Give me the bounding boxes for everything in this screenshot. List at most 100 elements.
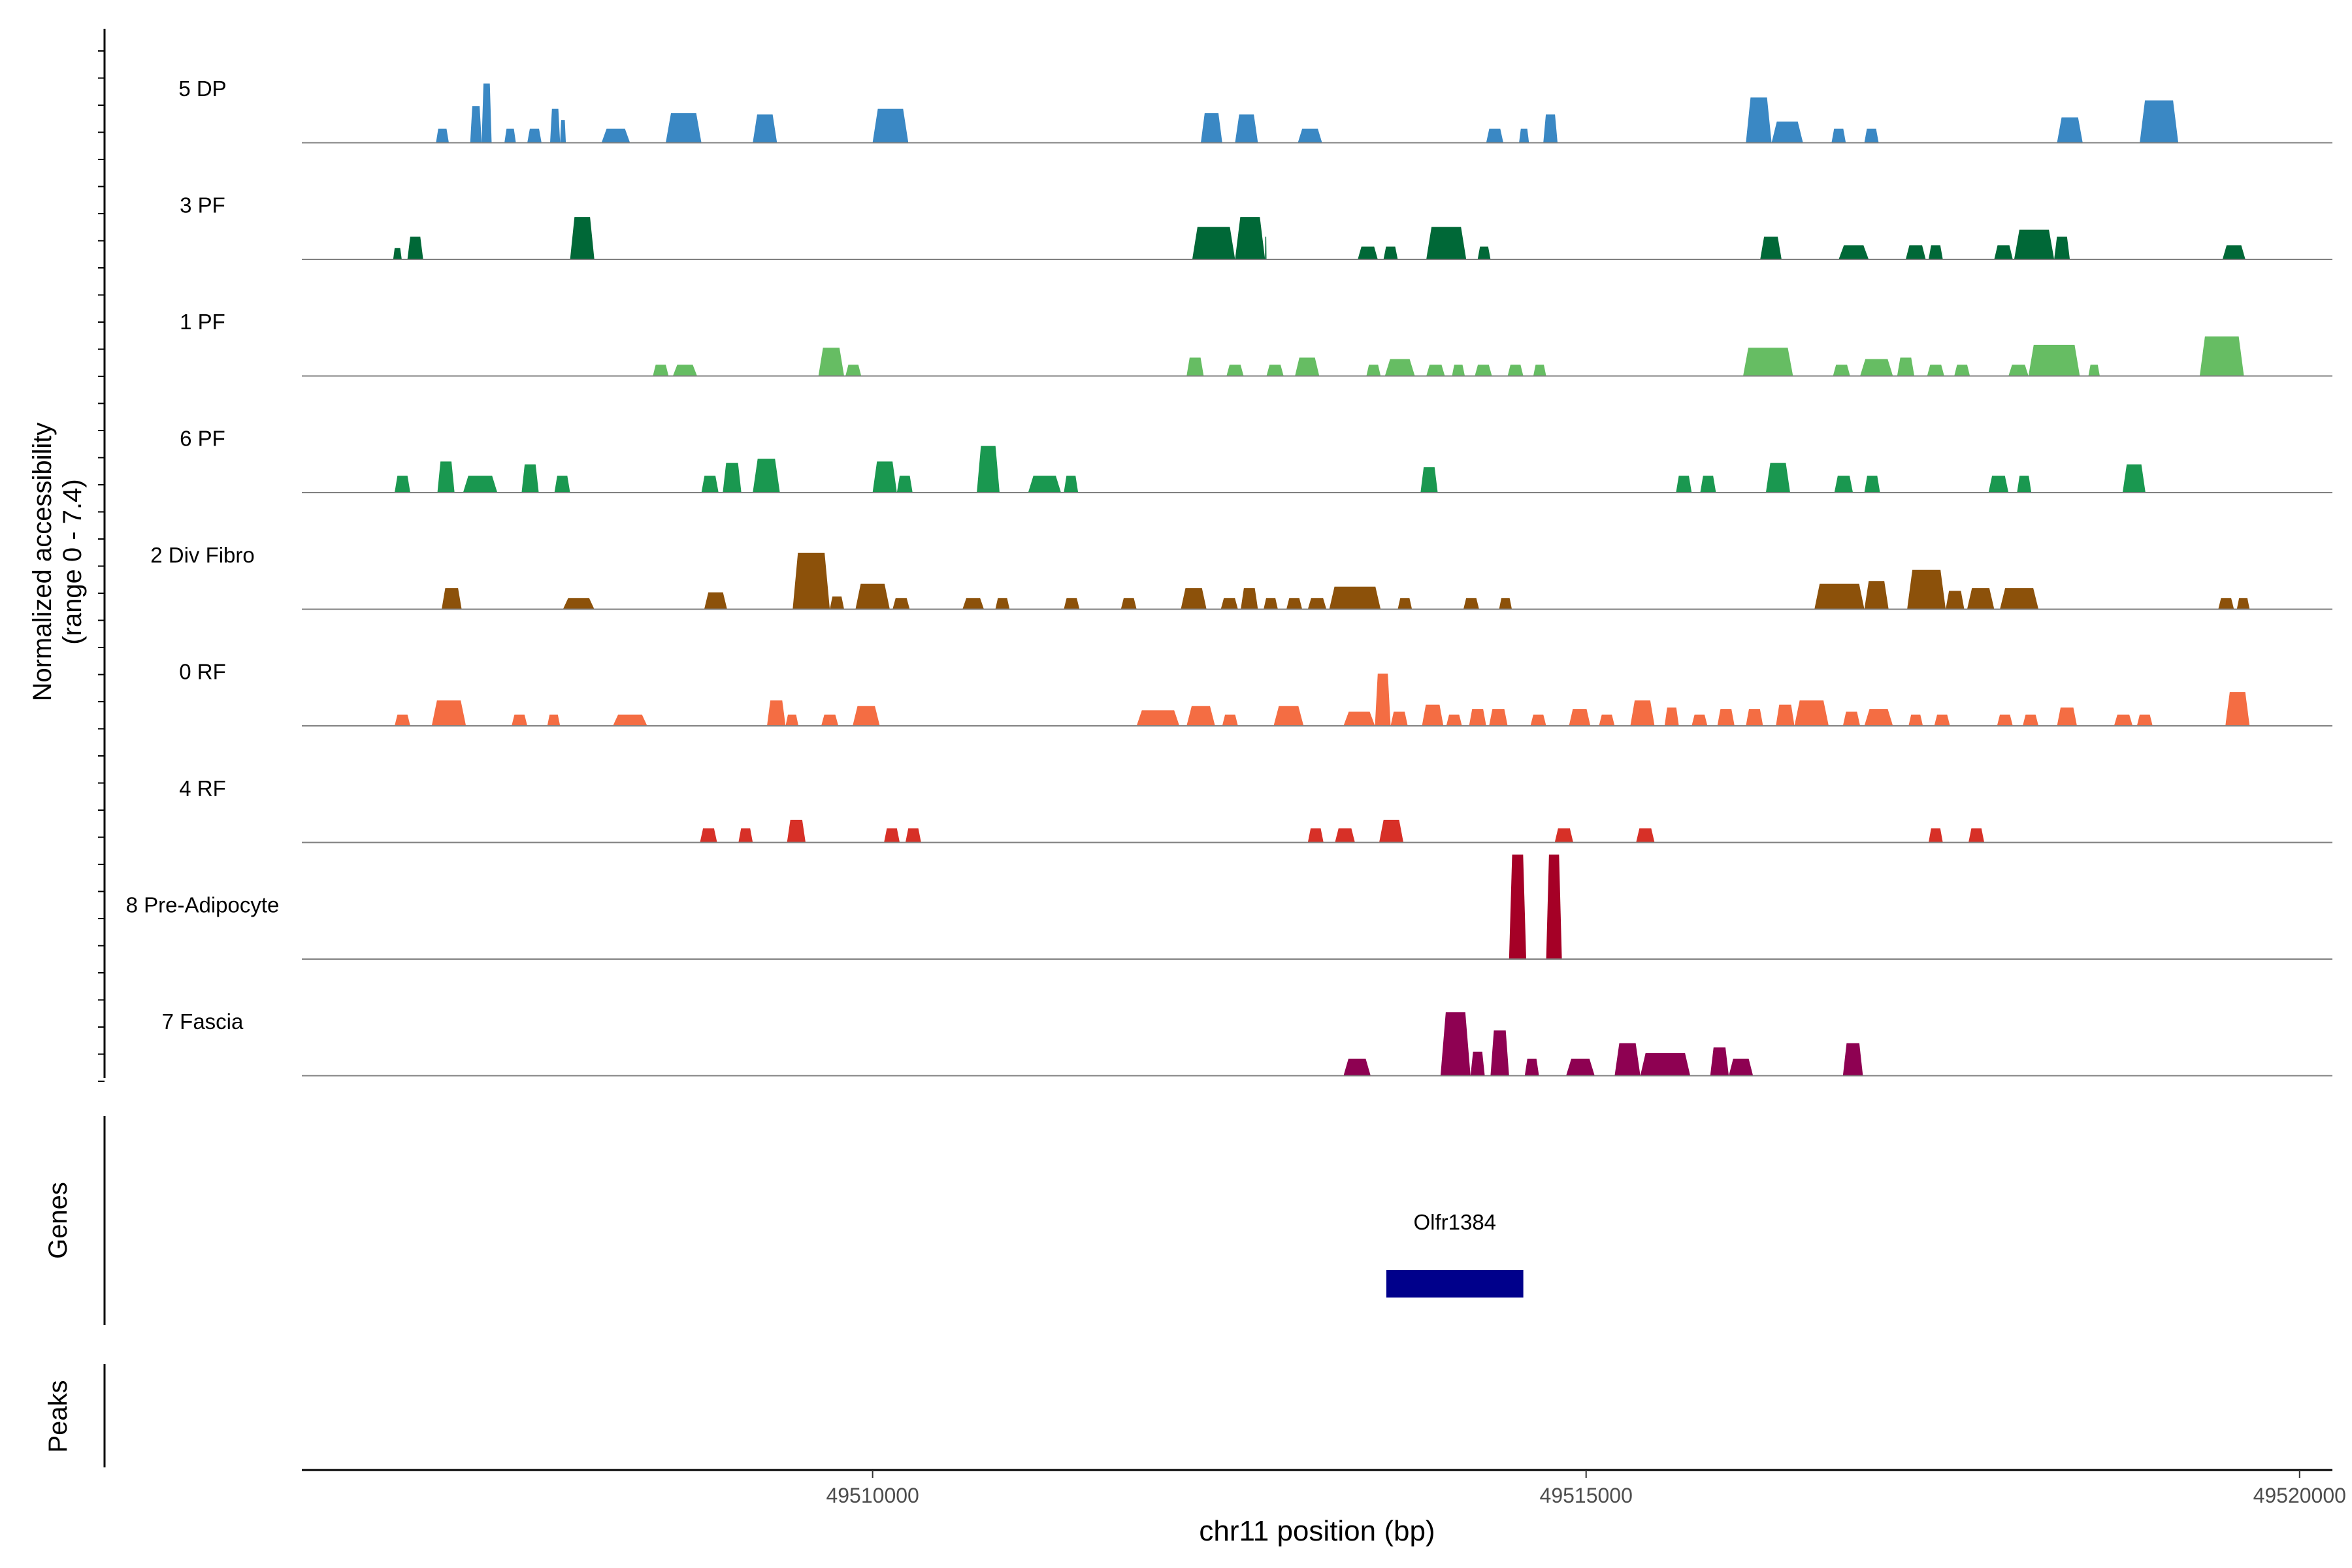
peak-1-5: [527, 128, 542, 143]
peak-5-6: [855, 583, 890, 610]
peak-5-18: [1329, 586, 1381, 610]
peak-6-6: [767, 700, 786, 726]
peak-1-13: [1235, 114, 1258, 143]
peak-5-2: [563, 598, 595, 610]
peak-7-12: [1968, 828, 1985, 843]
peak-6-29: [1776, 704, 1795, 726]
peak-7-3: [787, 819, 806, 843]
peak-3-22: [2008, 365, 2029, 376]
peak-3-17: [1833, 365, 1850, 376]
peak-6-27: [1717, 709, 1735, 726]
peak-3-14: [1507, 365, 1524, 376]
peak-1-20: [1831, 128, 1846, 143]
peak-5-9: [995, 598, 1010, 610]
peak-6-8: [821, 714, 839, 726]
x-tick-label: 49520000: [2253, 1484, 2346, 1507]
peak-4-12: [1028, 476, 1061, 493]
peak-4-22: [2122, 464, 2146, 493]
peak-3-21: [1954, 365, 1970, 376]
track-label: 4 RF: [179, 776, 226, 800]
peak-2-7: [1358, 246, 1378, 259]
peak-6-25: [1664, 707, 1679, 726]
peak-2-9: [1426, 227, 1467, 259]
peak-1-16: [1519, 128, 1529, 143]
peak-5-17: [1307, 598, 1327, 610]
peak-3-5: [1186, 357, 1204, 376]
peak-3-19: [1897, 357, 1915, 376]
peak-3-8: [1295, 357, 1320, 376]
peak-9-10: [1729, 1058, 1754, 1076]
genes-label: Genes: [44, 1182, 73, 1259]
peak-3-3: [818, 348, 844, 376]
peak-9-4: [1490, 1030, 1509, 1076]
peak-1-1: [436, 128, 449, 143]
gene-body: [1386, 1270, 1524, 1298]
peak-1-14: [1298, 128, 1322, 143]
peak-2-6: [1265, 237, 1267, 259]
peak-4-10: [896, 476, 913, 493]
peak-4-1: [395, 476, 410, 493]
peak-5-27: [2000, 588, 2039, 610]
track-label: 7 Fascia: [162, 1009, 244, 1034]
track-label: 8 Pre-Adipocyte: [126, 893, 280, 917]
x-axis: 49510000 49515000 49520000: [302, 1469, 2346, 1507]
peak-4-8: [753, 459, 780, 493]
peak-8-1: [1509, 855, 1526, 959]
peak-4-2: [437, 461, 455, 493]
peak-5-11: [1120, 598, 1137, 610]
peak-4-14: [1420, 467, 1438, 493]
peak-6-37: [2057, 707, 2077, 726]
peak-6-2: [431, 700, 466, 726]
peak-1-22: [2057, 117, 2083, 143]
peak-4-16: [1700, 476, 1716, 493]
peak-6-15: [1375, 674, 1391, 726]
peak-2-15: [1994, 245, 2013, 259]
peak-6-28: [1746, 709, 1763, 726]
track-5-dp: 5 DP: [178, 76, 2332, 144]
peak-1-17: [1543, 114, 1558, 143]
peak-6-18: [1446, 714, 1462, 726]
peak-5-24: [1907, 570, 1946, 610]
y-axis-label-line-1: Normalized accessibility: [28, 423, 57, 702]
x-axis-label: chr11 position (bp): [1199, 1515, 1435, 1547]
track-7-fascia: 7 Fascia: [162, 1009, 2332, 1077]
peak-7-4: [884, 828, 900, 843]
track-3-pf: 3 PF: [180, 193, 2332, 260]
peak-5-26: [1967, 588, 1995, 610]
peak-6-17: [1422, 704, 1444, 726]
peak-9-1: [1343, 1058, 1371, 1076]
peak-6-34: [1934, 714, 1950, 726]
y-axis: [98, 29, 106, 1082]
peak-3-16: [1743, 348, 1793, 376]
peak-1-4: [504, 128, 516, 143]
peak-1-18: [1746, 97, 1772, 143]
peak-1-12: [1201, 113, 1222, 143]
track-label: 2 Div Fibro: [150, 543, 255, 567]
peak-6-13: [1273, 706, 1304, 726]
peak-6-4: [547, 714, 561, 726]
peak-8-2: [1546, 855, 1562, 959]
peak-6-32: [1864, 709, 1893, 726]
peak-9-8: [1640, 1053, 1691, 1076]
peak-1-15: [1486, 128, 1503, 143]
peak-6-7: [785, 714, 799, 726]
peak-4-20: [1988, 476, 2009, 493]
peak-1-11: [872, 108, 909, 143]
peak-6-40: [2225, 692, 2250, 726]
peak-5-10: [1064, 598, 1080, 610]
peak-1-21: [1864, 128, 1879, 143]
peak-4-21: [2017, 476, 2032, 493]
peak-7-9: [1554, 828, 1573, 843]
peak-5-23: [1864, 581, 1889, 610]
peak-9-9: [1710, 1047, 1729, 1076]
peak-4-19: [1864, 476, 1880, 493]
peak-9-7: [1614, 1043, 1641, 1076]
peak-6-12: [1222, 714, 1238, 726]
peak-2-11: [1760, 237, 1782, 259]
peak-6-30: [1794, 700, 1829, 726]
track-8-pre-adipocyte: 8 Pre-Adipocyte: [126, 855, 2332, 960]
peak-2-16: [2014, 229, 2055, 259]
peak-7-10: [1636, 828, 1655, 843]
peak-3-15: [1533, 365, 1546, 376]
